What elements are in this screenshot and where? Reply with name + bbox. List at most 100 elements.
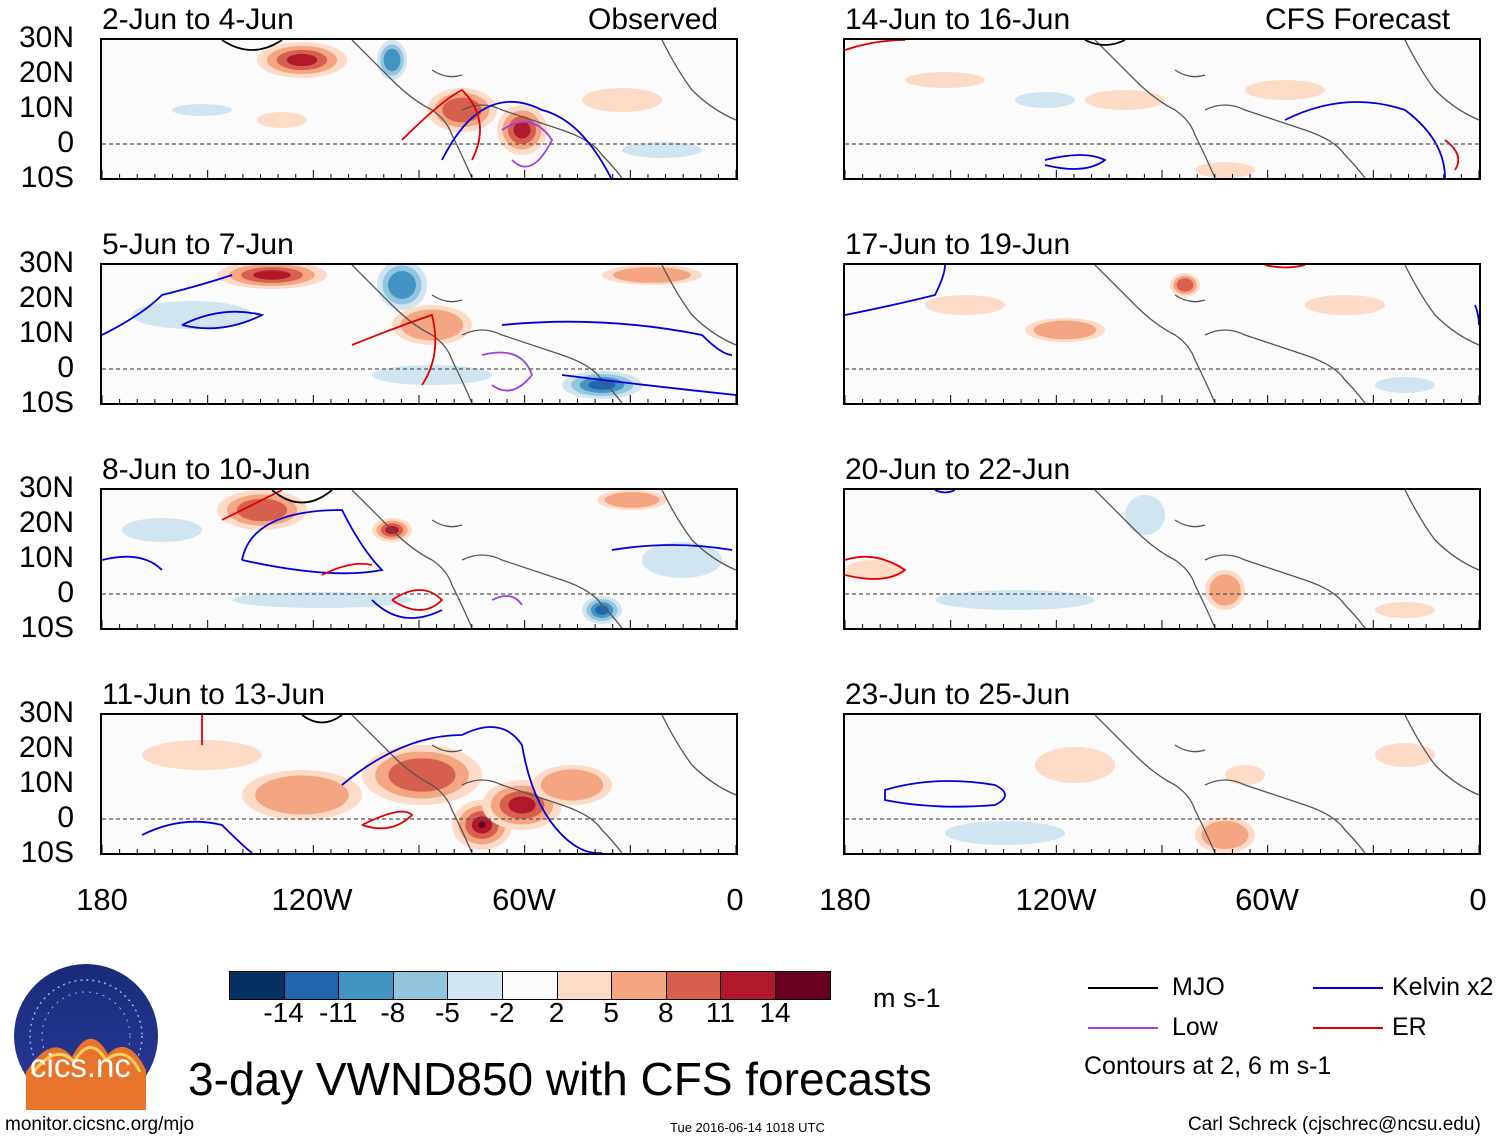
anomaly-shading — [845, 560, 905, 580]
map-panel-forecast-1 — [843, 38, 1481, 180]
colorbar-label: 11 — [705, 997, 735, 1028]
footer-url[interactable]: monitor.cicsnc.org/mjo — [5, 1114, 195, 1135]
lat-label: 10N — [18, 541, 74, 574]
wave-contour — [1084, 40, 1126, 46]
anomaly-shading — [1375, 377, 1435, 393]
lat-label: 10N — [18, 91, 74, 124]
lat-label: 20N — [18, 506, 74, 539]
wave-contour — [845, 40, 906, 51]
colorbar-label: -5 — [434, 997, 460, 1028]
anomaly-shading — [1305, 295, 1385, 315]
lat-label: 10N — [18, 316, 74, 349]
lat-label: 20N — [18, 281, 74, 314]
anomaly-shading — [142, 740, 262, 770]
lat-label: 20N — [18, 56, 74, 89]
anomaly-shading — [513, 121, 531, 139]
map-panel-observed-3 — [100, 488, 738, 630]
anomaly-shading — [1225, 765, 1265, 785]
wave-contour — [501, 121, 554, 168]
anomaly-shading — [1125, 495, 1165, 535]
anomaly-shading — [945, 821, 1065, 845]
lat-label: 0 — [57, 801, 74, 834]
legend-low-line — [1088, 1027, 1158, 1029]
legend-mjo-line — [1088, 987, 1158, 989]
wave-contour — [401, 88, 481, 161]
anomaly-shading — [372, 365, 492, 385]
coastline — [351, 490, 736, 628]
anomaly-shading — [1209, 574, 1241, 606]
colorbar-label: 5 — [603, 997, 619, 1028]
panel-title: 23-Jun to 25-Jun — [845, 678, 1071, 711]
wave-contour — [221, 490, 283, 521]
map-panel-observed-1 — [100, 38, 738, 180]
wave-contour — [1444, 139, 1460, 171]
colorbar-swatch — [229, 971, 285, 1000]
coastline — [1094, 40, 1479, 178]
map-panel-forecast-3 — [843, 488, 1481, 630]
anomaly-shading — [925, 295, 1005, 315]
panel-title: 2-Jun to 4-Jun — [102, 3, 294, 36]
lat-label: 30N — [18, 696, 74, 729]
map-panel-forecast-2 — [843, 263, 1481, 405]
anomaly-shading — [478, 822, 486, 828]
lat-label: 0 — [57, 126, 74, 159]
lon-label: 0 — [1469, 882, 1487, 917]
lat-label: 0 — [57, 576, 74, 609]
anomaly-shading — [642, 542, 722, 578]
legend-er: ER — [1392, 1013, 1427, 1041]
legend-er-line — [1313, 1027, 1383, 1029]
anomaly-shading — [286, 53, 318, 67]
panel-title: 14-Jun to 16-Jun — [845, 3, 1071, 36]
lon-label: 60W — [1235, 882, 1299, 917]
footer-author: Carl Schreck (cjschrec@ncsu.edu) — [1188, 1114, 1481, 1135]
anomaly-shading — [1033, 320, 1097, 340]
wave-contour — [441, 100, 612, 178]
anomaly-shading — [905, 72, 985, 88]
coastline — [1094, 715, 1479, 853]
panel-title: 8-Jun to 10-Jun — [102, 453, 311, 486]
legend-kelvin-line — [1313, 987, 1383, 989]
lon-label: 60W — [492, 882, 556, 917]
colorbar-swatch — [392, 971, 449, 1000]
wave-contour — [1284, 101, 1446, 178]
colorbar-units: m s-1 — [873, 983, 941, 1013]
lat-label: 30N — [18, 471, 74, 504]
forecast-label: CFS Forecast — [1265, 3, 1451, 36]
legend-mjo: MJO — [1172, 973, 1225, 1001]
anomaly-shading — [257, 112, 307, 128]
colorbar-swatch — [665, 971, 722, 1000]
lat-label: 20N — [18, 731, 74, 764]
lat-label: 10S — [20, 161, 74, 194]
colorbar-swatch — [283, 971, 340, 1000]
wave-contour — [481, 351, 534, 392]
anomaly-shading — [1085, 90, 1165, 110]
lon-label: 120W — [1015, 882, 1097, 917]
colorbar-swatch — [775, 971, 831, 1000]
anomaly-shading — [1195, 162, 1255, 178]
anomaly-shading — [1201, 820, 1249, 850]
wave-contour — [884, 780, 1006, 808]
wave-contour — [102, 555, 163, 571]
colorbar-swatch — [502, 971, 558, 1000]
coastline — [351, 40, 736, 178]
wave-contour — [561, 374, 736, 396]
anomaly-shading — [1245, 80, 1325, 100]
panel-title: 5-Jun to 7-Jun — [102, 228, 294, 261]
colorbar-swatch — [447, 971, 503, 1000]
wave-contour — [141, 820, 253, 853]
footer-timestamp: Tue 2016-06-14 1018 UTC — [670, 1120, 825, 1135]
colorbar-label: 2 — [548, 997, 565, 1028]
anomaly-shading — [400, 309, 464, 341]
wave-contour — [845, 265, 946, 316]
anomaly-shading — [232, 592, 412, 608]
anomaly-shading — [172, 104, 232, 116]
anomaly-shading — [935, 590, 1095, 610]
lat-label: 10S — [20, 611, 74, 644]
wave-contour — [361, 810, 414, 830]
colorbar-label: -14 — [263, 997, 304, 1028]
colorbar-swatch — [720, 971, 776, 1000]
anomaly-shading — [388, 271, 416, 299]
anomaly-shading — [622, 142, 702, 158]
legend-kelvin: Kelvin x2 — [1392, 973, 1494, 1001]
panel-title: 17-Jun to 19-Jun — [845, 228, 1071, 261]
